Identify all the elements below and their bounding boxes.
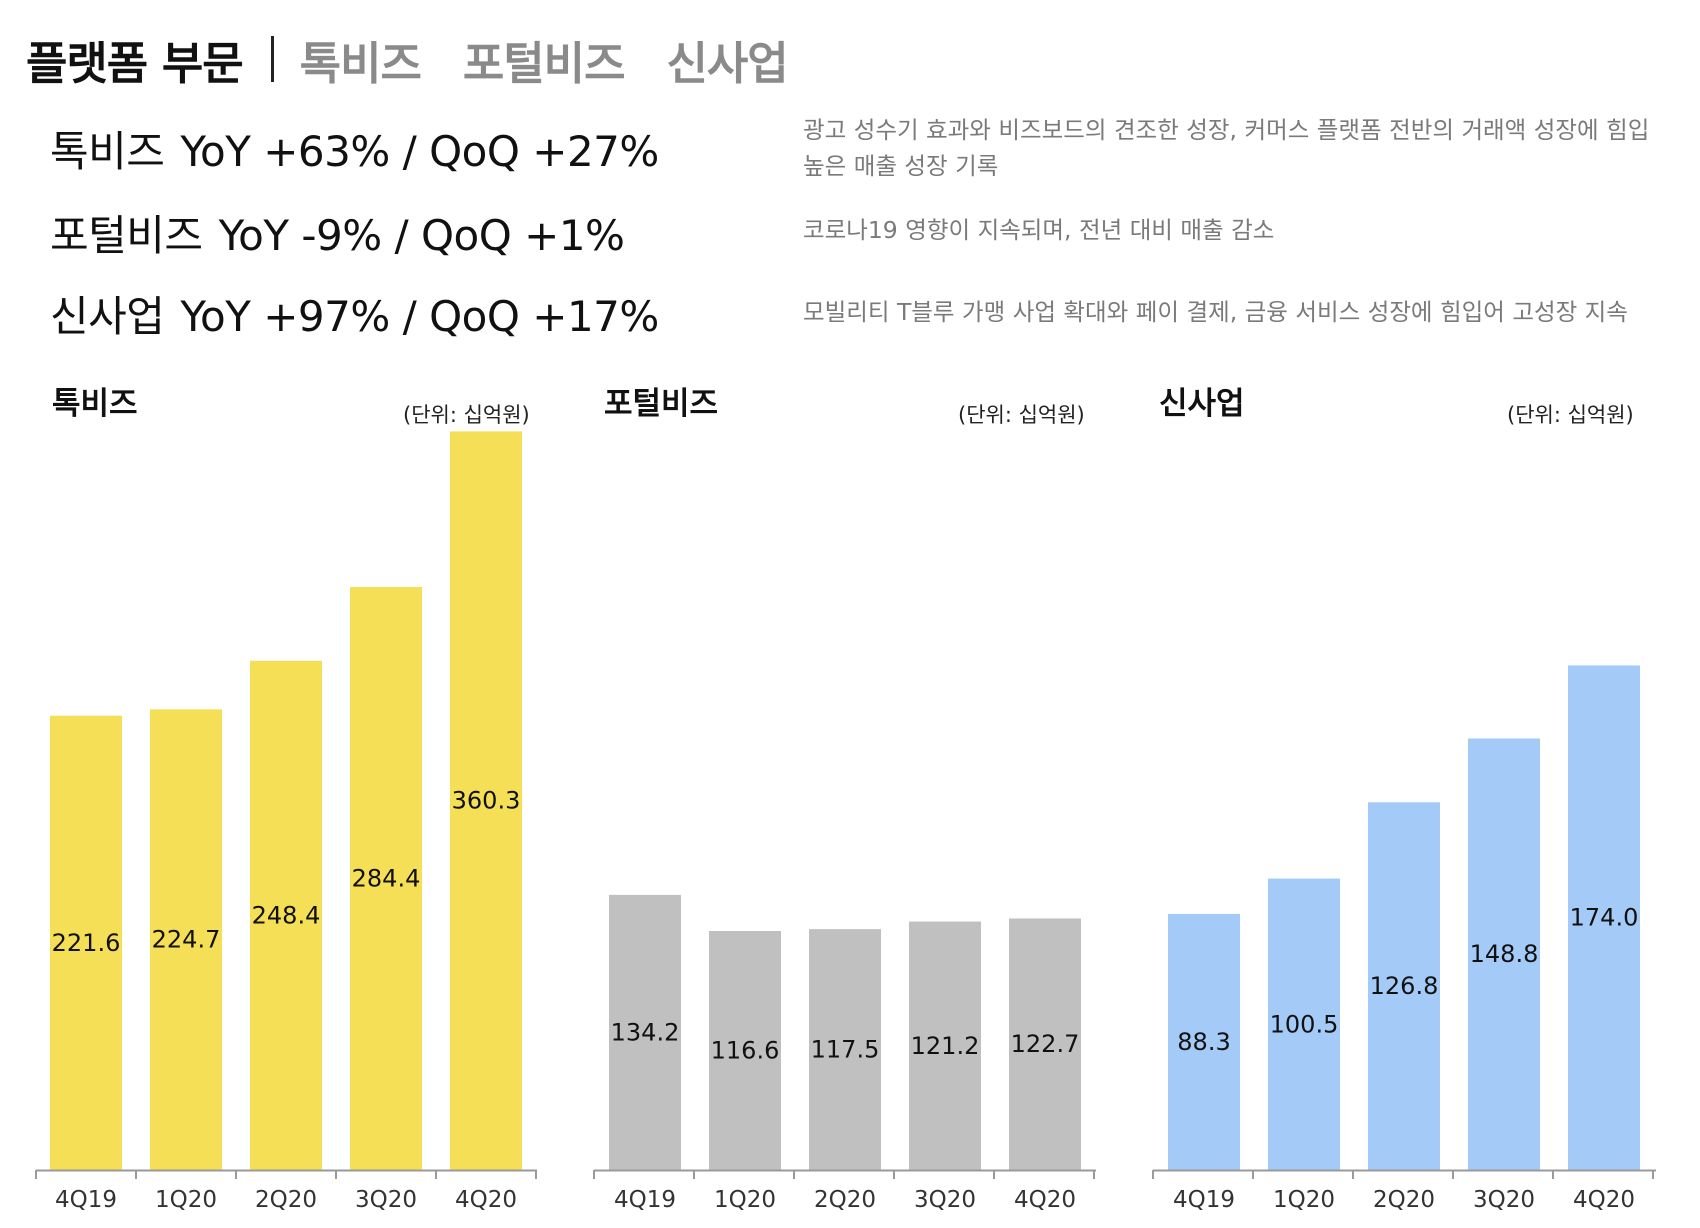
value-label-portalbiz-3q20: 121.2 [911, 1032, 980, 1060]
tick-label-portalbiz-4q20: 4Q20 [1014, 1187, 1076, 1213]
bar-newbiz-2q20 [1368, 802, 1440, 1170]
tick-label-portalbiz-1q20: 1Q20 [714, 1187, 776, 1213]
bar-newbiz-4q20 [1568, 665, 1640, 1170]
value-label-newbiz-3q20: 148.8 [1470, 940, 1539, 968]
desc-newbiz-line1: 모빌리티 T블루 가맹 사업 확대와 페이 결제, 금융 서비스 성장에 힘입어… [803, 298, 1628, 326]
tick-label-newbiz-4q19: 4Q19 [1173, 1187, 1235, 1213]
kpi-talkbiz-metric: YoY +63% / QoQ +27% [180, 127, 659, 176]
desc-talkbiz: 광고 성수기 효과와 비즈보드의 견조한 성장, 커머스 플랫폼 전반의 거래액… [803, 112, 1649, 184]
value-label-talkbiz-3q20: 284.4 [352, 864, 421, 892]
tick-label-newbiz-1q20: 1Q20 [1273, 1187, 1335, 1213]
tab-talkbiz[interactable]: 톡비즈 [299, 36, 422, 90]
value-label-newbiz-2q20: 126.8 [1370, 972, 1439, 1000]
chart-title-newbiz: 신사업 [1159, 386, 1245, 422]
chart-title-talkbiz: 톡비즈 [52, 386, 138, 422]
bar-portalbiz-3q20 [909, 921, 981, 1170]
tick-label-talkbiz-1q20: 1Q20 [155, 1187, 217, 1213]
tick-label-talkbiz-2q20: 2Q20 [255, 1187, 317, 1213]
kpi-talkbiz-name: 톡비즈 [50, 127, 165, 176]
tick-label-talkbiz-4q20: 4Q20 [455, 1187, 517, 1213]
kpi-newbiz-metric: YoY +97% / QoQ +17% [180, 292, 659, 341]
chart-newbiz: 88.3 4Q19 100.5 1Q20 126.8 2Q20 148.8 3Q20 174.0… [1152, 665, 1656, 1213]
page-header: 플랫폼 부문 톡비즈 포털비즈 신사업 [26, 24, 830, 94]
value-label-talkbiz-2q20: 248.4 [252, 901, 321, 929]
bar-talkbiz-2q20 [250, 660, 322, 1170]
tab-portalbiz[interactable]: 포털비즈 [462, 36, 626, 90]
tick-label-portalbiz-3q20: 3Q20 [914, 1187, 976, 1213]
value-label-newbiz-4q20: 174.0 [1570, 904, 1639, 932]
chart-title-portalbiz: 포털비즈 [604, 386, 719, 422]
tick-label-portalbiz-4q19: 4Q19 [614, 1187, 676, 1213]
desc-portalbiz: 코로나19 영향이 지속되며, 전년 대비 매출 감소 [803, 212, 1274, 248]
bar-portalbiz-1q20 [709, 930, 781, 1170]
tick-label-portalbiz-2q20: 2Q20 [814, 1187, 876, 1213]
value-label-newbiz-4q19: 88.3 [1177, 1028, 1230, 1056]
value-label-talkbiz-4q19: 221.6 [52, 929, 121, 957]
bar-newbiz-1q20 [1268, 878, 1340, 1170]
tick-label-newbiz-2q20: 2Q20 [1373, 1187, 1435, 1213]
value-label-portalbiz-4q19: 134.2 [611, 1018, 680, 1046]
bar-portalbiz-4q19 [609, 894, 681, 1170]
kpi-newbiz: 신사업 YoY +97% / QoQ +17% [50, 283, 659, 344]
bar-portalbiz-4q20 [1009, 918, 1081, 1170]
bar-newbiz-4q19 [1168, 913, 1240, 1170]
kpi-portalbiz-name: 포털비즈 [50, 211, 203, 260]
bar-talkbiz-1q20 [150, 709, 222, 1170]
desc-talkbiz-line1: 광고 성수기 효과와 비즈보드의 견조한 성장, 커머스 플랫폼 전반의 거래액… [803, 116, 1650, 144]
kpi-newbiz-name: 신사업 [50, 292, 165, 341]
tab-newbiz[interactable]: 신사업 [666, 36, 788, 90]
bar-talkbiz-4q19 [50, 715, 122, 1170]
desc-talkbiz-line2: 높은 매출 성장 기록 [803, 152, 999, 180]
value-label-newbiz-1q20: 100.5 [1270, 1010, 1339, 1038]
title-divider [270, 36, 274, 82]
value-label-talkbiz-4q20: 360.3 [452, 787, 521, 815]
tick-label-talkbiz-3q20: 3Q20 [355, 1187, 417, 1213]
kpi-talkbiz: 톡비즈 YoY +63% / QoQ +27% [50, 118, 659, 179]
bar-newbiz-3q20 [1468, 738, 1540, 1170]
value-label-portalbiz-2q20: 117.5 [811, 1036, 880, 1064]
chart-unit-portalbiz: (단위: 십억원) [958, 403, 1085, 427]
value-label-talkbiz-1q20: 224.7 [152, 926, 221, 954]
kpi-portalbiz-metric: YoY -9% / QoQ +1% [218, 211, 625, 260]
bar-talkbiz-3q20 [350, 586, 422, 1170]
tick-label-newbiz-4q20: 4Q20 [1573, 1187, 1635, 1213]
tick-label-talkbiz-4q19: 4Q19 [55, 1187, 117, 1213]
chart-talkbiz: 221.6 4Q19 224.7 1Q20 248.4 2Q20 284.4 3Q20 360.… [35, 431, 537, 1213]
chart-portalbiz: 134.2 4Q19 116.6 1Q20 117.5 2Q20 121.2 3Q20 122.… [593, 894, 1096, 1213]
page-title: 플랫폼 부문 [26, 36, 244, 90]
desc-newbiz: 모빌리티 T블루 가맹 사업 확대와 페이 결제, 금융 서비스 성장에 힘입어… [803, 294, 1628, 330]
chart-unit-talkbiz: (단위: 십억원) [403, 403, 530, 427]
bar-portalbiz-2q20 [809, 929, 881, 1170]
kpi-portalbiz: 포털비즈 YoY -9% / QoQ +1% [50, 202, 625, 263]
chart-unit-newbiz: (단위: 십억원) [1507, 403, 1634, 427]
desc-portalbiz-line1: 코로나19 영향이 지속되며, 전년 대비 매출 감소 [803, 216, 1275, 244]
bar-talkbiz-4q20 [450, 431, 522, 1170]
value-label-portalbiz-4q20: 122.7 [1011, 1030, 1080, 1058]
tick-label-newbiz-3q20: 3Q20 [1473, 1187, 1535, 1213]
value-label-portalbiz-1q20: 116.6 [711, 1036, 780, 1064]
